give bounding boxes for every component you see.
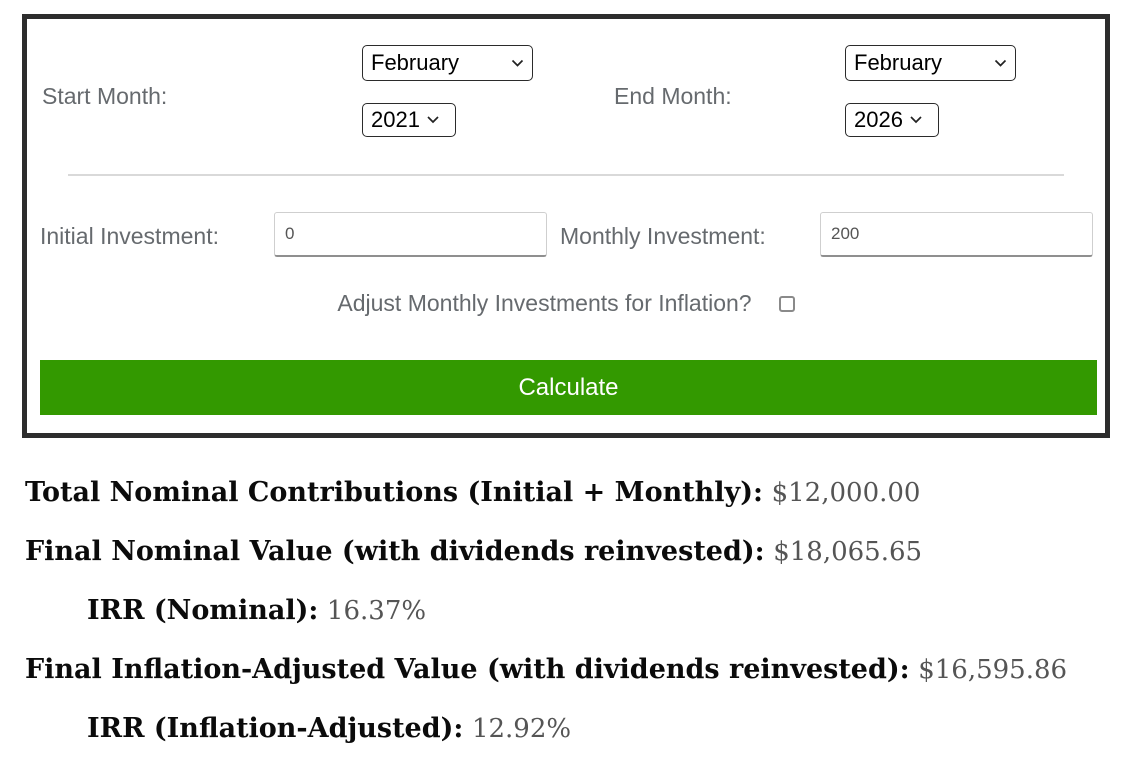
start-year-value: 2021 (371, 107, 420, 132)
section-divider (68, 174, 1064, 176)
irr-nominal-label: IRR (Nominal): (87, 595, 319, 626)
monthly-investment-label: Monthly Investment: (560, 223, 766, 249)
chevron-down-icon (511, 59, 524, 68)
chevron-down-icon (994, 59, 1007, 68)
inflation-adjust-checkbox[interactable] (778, 295, 795, 312)
irr-nominal-value: 16.37% (326, 596, 427, 626)
final-inflation-adjusted-line: Final Inflation-Adjusted Value (with div… (25, 651, 1125, 689)
initial-investment-label: Initial Investment: (40, 223, 219, 249)
end-month-value: February (854, 50, 943, 75)
total-contributions-line: Total Nominal Contributions (Initial + M… (25, 474, 1125, 512)
final-nominal-line: Final Nominal Value (with dividends rein… (25, 533, 1125, 571)
calculator-panel: Start Month: February 2021 End Month: Fe… (22, 14, 1110, 438)
irr-inflation-adjusted-value: 12.92% (471, 714, 572, 744)
final-inflation-adjusted-label: Final Inflation-Adjusted Value (with div… (25, 654, 910, 685)
end-year-select[interactable]: 2026 (845, 103, 939, 137)
irr-inflation-adjusted-label: IRR (Inflation-Adjusted): (87, 713, 464, 744)
inflation-adjust-label: Adjust Monthly Investments for Inflation… (337, 290, 752, 316)
final-nominal-value: $18,065.65 (773, 537, 923, 567)
end-year-value: 2026 (854, 107, 903, 132)
chevron-down-icon (427, 116, 439, 124)
inflation-adjust-row: Adjust Monthly Investments for Inflation… (27, 290, 1105, 317)
start-year-select[interactable]: 2021 (362, 103, 456, 137)
results-section: Total Nominal Contributions (Initial + M… (25, 474, 1125, 769)
chevron-down-icon (910, 116, 922, 124)
irr-nominal-line: IRR (Nominal): 16.37% (25, 592, 1125, 630)
final-inflation-adjusted-value: $16,595.86 (918, 655, 1068, 685)
end-month-select[interactable]: February (845, 45, 1016, 81)
total-contributions-value: $12,000.00 (771, 478, 921, 508)
calculate-button[interactable]: Calculate (40, 360, 1097, 415)
initial-investment-input[interactable] (274, 212, 547, 257)
end-month-label: End Month: (614, 83, 732, 109)
start-month-value: February (371, 50, 460, 75)
irr-inflation-adjusted-line: IRR (Inflation-Adjusted): 12.92% (25, 710, 1125, 748)
start-month-select[interactable]: February (362, 45, 533, 81)
final-nominal-label: Final Nominal Value (with dividends rein… (25, 536, 765, 567)
start-month-label: Start Month: (42, 83, 168, 109)
monthly-investment-input[interactable] (820, 212, 1093, 257)
total-contributions-label: Total Nominal Contributions (Initial + M… (25, 477, 763, 508)
